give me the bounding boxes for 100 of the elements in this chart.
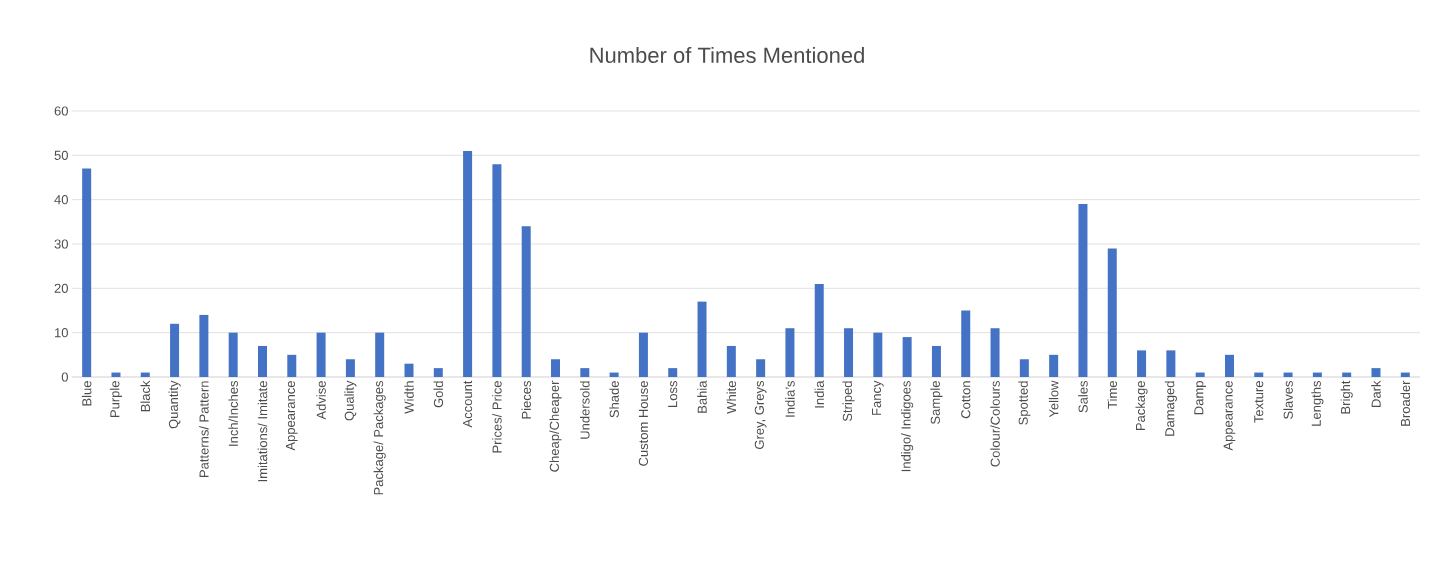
bar bbox=[551, 359, 561, 377]
bar bbox=[345, 359, 355, 377]
y-tick-label: 20 bbox=[54, 283, 68, 293]
bar bbox=[873, 332, 883, 377]
bar bbox=[1078, 204, 1088, 377]
x-tick-label: Black bbox=[140, 380, 151, 412]
x-tick-label: Colour/Colours bbox=[990, 381, 1000, 467]
y-tick-label: 10 bbox=[55, 328, 68, 338]
x-tick-label: Damp bbox=[1194, 381, 1206, 415]
bar bbox=[257, 345, 267, 377]
x-tick-label: Bahia bbox=[697, 380, 707, 413]
bar bbox=[404, 363, 414, 377]
x-tick-label: Indigo/ Indigoes bbox=[901, 381, 914, 472]
bar bbox=[638, 332, 648, 377]
x-tick-label: Undersold bbox=[580, 381, 590, 439]
x-tick-label: Purple bbox=[109, 381, 123, 418]
bar bbox=[199, 314, 209, 377]
bar bbox=[814, 283, 824, 377]
x-tick-label: Sales bbox=[1078, 380, 1088, 413]
x-tick-label: Dark bbox=[1371, 380, 1381, 407]
x-tick-label: Lengths bbox=[1311, 380, 1324, 426]
x-tick-label: Package bbox=[1135, 381, 1148, 431]
bar bbox=[668, 368, 678, 377]
bar bbox=[1254, 372, 1264, 377]
x-tick-label: White bbox=[726, 381, 737, 414]
x-tick-label: Yellow bbox=[1048, 380, 1059, 418]
bar bbox=[1283, 372, 1293, 377]
x-tick-label: Bright bbox=[1340, 380, 1353, 414]
x-tick-label: Grey, Greys bbox=[754, 380, 767, 449]
bar bbox=[1400, 372, 1410, 377]
bar bbox=[287, 354, 297, 377]
bar bbox=[990, 328, 1000, 377]
y-tick-label: 30 bbox=[54, 239, 68, 249]
x-tick-label: Shade bbox=[609, 381, 619, 418]
x-tick-label: Quality bbox=[344, 380, 357, 421]
bar bbox=[316, 332, 326, 377]
x-tick-label: India bbox=[814, 380, 824, 408]
x-tick-label: Blue bbox=[81, 381, 92, 406]
bar bbox=[726, 345, 736, 377]
x-tick-label: Striped bbox=[842, 381, 855, 422]
x-tick-label: Width bbox=[404, 381, 414, 414]
bar bbox=[1371, 368, 1381, 377]
bar bbox=[1312, 372, 1322, 377]
bar bbox=[375, 332, 385, 377]
bar bbox=[140, 372, 150, 377]
bar bbox=[228, 332, 238, 377]
x-tick-label: Advise bbox=[316, 381, 326, 420]
x-tick-label: Gold bbox=[433, 381, 444, 408]
bar bbox=[492, 164, 502, 377]
bar bbox=[756, 359, 766, 377]
x-tick-label: Prices/ Price bbox=[492, 381, 502, 453]
x-tick-label: India’s bbox=[785, 380, 795, 417]
bar bbox=[902, 337, 912, 377]
y-tick-label: 40 bbox=[54, 195, 68, 205]
bar bbox=[580, 368, 590, 377]
x-tick-label: Custom House bbox=[638, 381, 649, 466]
bar bbox=[1049, 354, 1059, 377]
bar bbox=[111, 372, 121, 377]
bar bbox=[1107, 248, 1117, 377]
bar bbox=[463, 150, 473, 377]
x-tick-label: Package/ Packages bbox=[373, 381, 386, 495]
bar bbox=[931, 345, 941, 377]
x-tick-label: Texture bbox=[1254, 381, 1264, 423]
x-tick-label: Time bbox=[1107, 381, 1118, 409]
bar bbox=[1342, 372, 1352, 377]
bar bbox=[1195, 372, 1205, 377]
x-tick-label: Appearance bbox=[1223, 381, 1236, 451]
bar bbox=[785, 328, 795, 377]
y-tick-label: 0 bbox=[61, 372, 68, 382]
bar bbox=[697, 301, 707, 377]
x-tick-label: Fancy bbox=[872, 380, 884, 415]
x-tick-label: Cotton bbox=[961, 381, 971, 419]
y-tick-label: 50 bbox=[54, 150, 68, 160]
chart-title: Number of Times Mentioned bbox=[590, 46, 864, 64]
x-tick-label: Loss bbox=[668, 380, 678, 407]
bar bbox=[1224, 354, 1234, 377]
bar bbox=[609, 372, 619, 377]
bar bbox=[844, 328, 854, 377]
bar bbox=[1019, 359, 1029, 377]
x-tick-label: Patterns/ Pattern bbox=[199, 381, 209, 477]
x-tick-label: Slaves bbox=[1283, 380, 1293, 419]
bar bbox=[433, 368, 443, 377]
x-tick-label: Pieces bbox=[521, 380, 531, 419]
bar bbox=[82, 168, 92, 377]
bar bbox=[961, 310, 971, 377]
x-tick-label: Account bbox=[463, 380, 473, 428]
y-tick-label: 60 bbox=[54, 106, 68, 116]
x-tick-label: Damaged bbox=[1164, 381, 1177, 436]
x-tick-label: Broader bbox=[1400, 380, 1411, 426]
bar bbox=[1166, 350, 1176, 377]
x-tick-label: Inch/Inches bbox=[228, 380, 238, 446]
x-tick-label: Spotted bbox=[1018, 381, 1031, 425]
bar bbox=[521, 226, 531, 377]
x-tick-label: Cheap/Cheaper bbox=[549, 380, 562, 472]
x-tick-label: Imitations/ Imitate bbox=[257, 381, 268, 482]
x-tick-label: Sample bbox=[930, 381, 943, 424]
bar bbox=[1137, 350, 1147, 377]
x-tick-label: Quantity bbox=[168, 380, 181, 429]
x-tick-label: Appearance bbox=[285, 381, 298, 451]
bar bbox=[170, 323, 180, 377]
